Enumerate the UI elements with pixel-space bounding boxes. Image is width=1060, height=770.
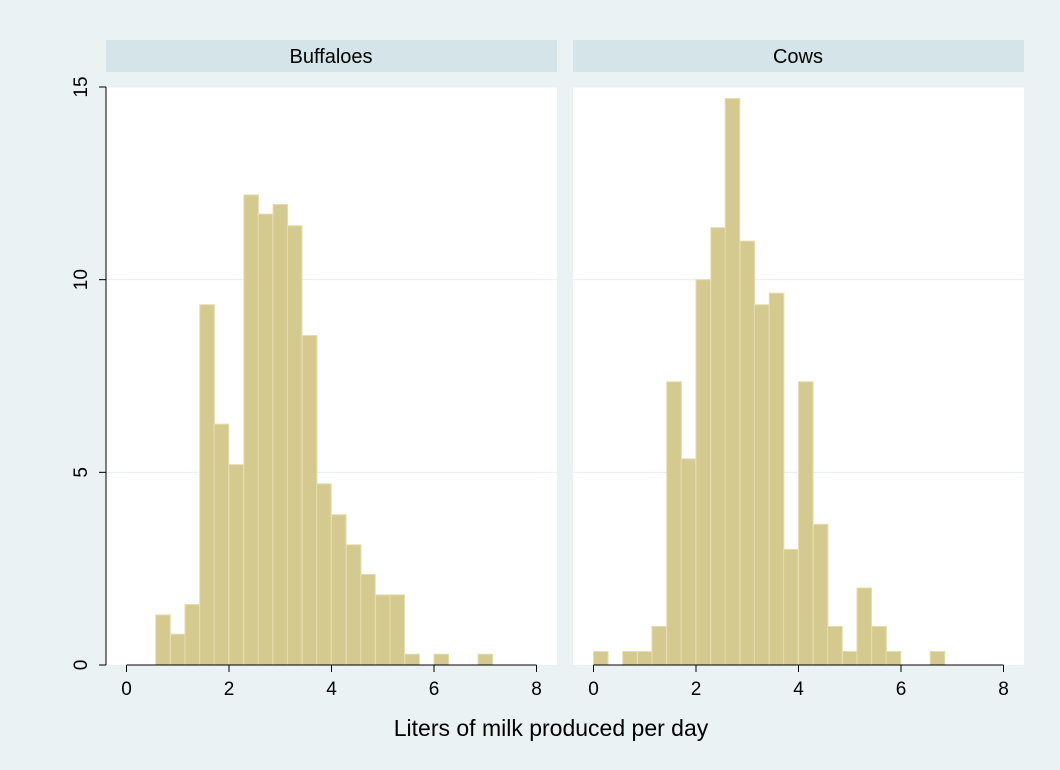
x-tick-label: 0 xyxy=(588,679,599,700)
histogram-bar xyxy=(389,594,405,666)
histogram-bar xyxy=(184,604,200,666)
panel-cows-header xyxy=(573,40,1024,72)
histogram-bar xyxy=(404,653,420,666)
panel-buffaloes: Buffaloes 0 2 4 6 8 0 5 10 15 xyxy=(71,40,557,700)
y-tick-label: 15 xyxy=(71,76,92,97)
histogram-bar xyxy=(710,227,726,666)
histogram-bar xyxy=(286,225,303,666)
histogram-bar xyxy=(856,587,872,666)
histogram-bar xyxy=(753,304,770,666)
histogram-bar xyxy=(301,335,318,666)
histogram-bar xyxy=(637,651,653,666)
y-axis: 0 5 10 15 xyxy=(71,76,107,671)
histogram-bar xyxy=(345,544,362,666)
histogram-bar xyxy=(768,292,785,666)
histogram-bar xyxy=(622,651,638,666)
histogram-bar xyxy=(257,213,274,666)
histogram-bar xyxy=(199,304,215,666)
y-tick-label: 10 xyxy=(71,269,92,290)
x-tick-label: 6 xyxy=(896,679,907,700)
histogram-bar xyxy=(783,548,799,666)
histogram-bar xyxy=(739,240,756,666)
histogram-bar xyxy=(827,625,843,666)
histogram-bar xyxy=(593,651,609,666)
histogram-bar xyxy=(724,98,741,666)
x-tick-label: 6 xyxy=(429,679,440,700)
y-tick-label: 0 xyxy=(71,660,92,671)
histogram-bar xyxy=(885,651,902,666)
histogram-bar xyxy=(695,279,712,666)
histogram-bar xyxy=(798,381,814,666)
histogram-bar xyxy=(228,464,245,666)
panel-cows-title: Cows xyxy=(773,46,823,68)
histogram-bar xyxy=(680,458,697,666)
x-tick-label: 4 xyxy=(793,679,804,700)
panel-buffaloes-x-axis: 0 2 4 6 8 xyxy=(121,664,542,700)
x-tick-label: 4 xyxy=(326,679,337,700)
histogram-bar xyxy=(375,594,391,666)
histogram-bar xyxy=(812,523,829,666)
histogram-bar xyxy=(170,633,186,666)
histogram-bar xyxy=(433,653,450,666)
histogram-bar xyxy=(243,194,259,666)
panel-cows-bars xyxy=(593,98,946,666)
histogram-bar xyxy=(155,614,171,666)
y-tick-label: 5 xyxy=(71,467,92,478)
x-tick-label: 0 xyxy=(121,679,132,700)
panel-cows-x-axis: 0 2 4 6 8 xyxy=(588,664,1009,700)
x-axis-label: Liters of milk produced per day xyxy=(394,715,709,741)
histogram-bar xyxy=(871,625,887,666)
histogram-bar xyxy=(929,651,946,666)
histogram-bar xyxy=(331,514,347,666)
panel-buffaloes-gridlines xyxy=(106,86,557,473)
histogram-bar xyxy=(842,651,858,666)
x-tick-label: 8 xyxy=(531,679,542,700)
x-tick-label: 2 xyxy=(224,679,235,700)
x-tick-label: 2 xyxy=(691,679,702,700)
histogram-bar xyxy=(666,381,682,666)
histogram-bar xyxy=(272,204,289,666)
histogram-bar xyxy=(316,483,332,666)
histogram-bar xyxy=(213,423,230,666)
histogram-bar xyxy=(651,625,667,666)
panel-cows: Cows 0 2 4 6 8 xyxy=(573,40,1024,700)
panel-buffaloes-title: Buffaloes xyxy=(289,46,372,68)
x-tick-label: 8 xyxy=(998,679,1009,700)
panel-buffaloes-header xyxy=(106,40,557,72)
histogram-bar xyxy=(360,573,376,666)
histogram-bar xyxy=(477,653,494,666)
